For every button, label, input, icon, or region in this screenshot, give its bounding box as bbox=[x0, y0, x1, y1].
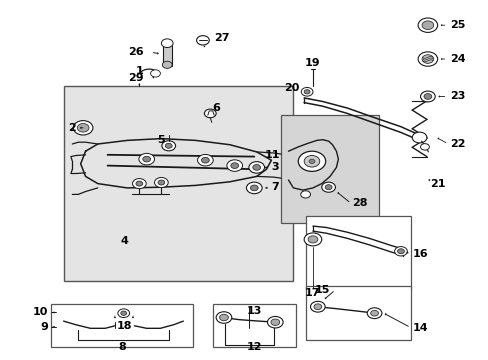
Circle shape bbox=[308, 159, 314, 163]
Circle shape bbox=[158, 180, 164, 185]
Circle shape bbox=[162, 61, 172, 68]
Circle shape bbox=[246, 182, 262, 194]
Text: 6: 6 bbox=[212, 103, 220, 113]
Circle shape bbox=[423, 94, 431, 99]
Circle shape bbox=[252, 165, 260, 170]
Text: 11: 11 bbox=[264, 150, 280, 160]
Circle shape bbox=[304, 156, 319, 167]
Circle shape bbox=[397, 249, 404, 254]
Circle shape bbox=[304, 90, 309, 94]
Bar bbox=[305, 286, 410, 340]
Text: 20: 20 bbox=[284, 83, 299, 93]
Text: 4: 4 bbox=[121, 236, 128, 246]
Circle shape bbox=[132, 179, 146, 189]
Circle shape bbox=[417, 18, 437, 32]
Circle shape bbox=[165, 143, 172, 148]
Circle shape bbox=[310, 301, 325, 312]
Text: 7: 7 bbox=[271, 182, 279, 192]
Text: 16: 16 bbox=[411, 249, 427, 259]
Circle shape bbox=[150, 70, 160, 77]
Text: 5: 5 bbox=[157, 135, 165, 145]
Text: 18: 18 bbox=[117, 321, 132, 331]
Circle shape bbox=[366, 308, 381, 319]
Text: 21: 21 bbox=[429, 179, 445, 189]
Circle shape bbox=[313, 304, 321, 310]
Circle shape bbox=[304, 233, 321, 246]
Circle shape bbox=[307, 236, 317, 243]
Circle shape bbox=[118, 309, 129, 318]
Text: 8: 8 bbox=[118, 342, 126, 352]
Circle shape bbox=[162, 141, 175, 151]
Circle shape bbox=[201, 157, 209, 163]
Text: 12: 12 bbox=[246, 342, 262, 352]
Circle shape bbox=[142, 156, 150, 162]
Circle shape bbox=[420, 91, 434, 102]
Text: 28: 28 bbox=[351, 198, 367, 208]
Circle shape bbox=[216, 312, 231, 323]
Circle shape bbox=[219, 314, 228, 321]
Circle shape bbox=[417, 52, 437, 66]
Circle shape bbox=[270, 319, 279, 325]
Circle shape bbox=[139, 153, 154, 165]
Bar bbox=[163, 45, 171, 66]
Text: 29: 29 bbox=[127, 73, 143, 84]
Circle shape bbox=[421, 55, 433, 63]
Text: 22: 22 bbox=[449, 139, 465, 149]
Circle shape bbox=[230, 163, 238, 168]
Circle shape bbox=[421, 21, 433, 30]
Text: 15: 15 bbox=[314, 285, 329, 295]
Circle shape bbox=[226, 160, 242, 171]
Text: 1: 1 bbox=[135, 66, 143, 76]
Circle shape bbox=[196, 36, 209, 45]
Circle shape bbox=[136, 181, 142, 186]
Circle shape bbox=[370, 310, 378, 316]
Circle shape bbox=[325, 185, 331, 190]
Circle shape bbox=[77, 123, 89, 132]
Circle shape bbox=[267, 316, 283, 328]
Circle shape bbox=[204, 109, 216, 118]
Bar bbox=[305, 216, 410, 290]
Text: 23: 23 bbox=[449, 91, 464, 102]
Circle shape bbox=[298, 151, 325, 171]
Bar bbox=[63, 86, 293, 281]
Text: 24: 24 bbox=[449, 54, 465, 64]
Circle shape bbox=[154, 177, 168, 188]
Text: 17: 17 bbox=[304, 288, 319, 298]
Text: 26: 26 bbox=[127, 47, 143, 57]
Text: 25: 25 bbox=[449, 20, 464, 30]
Text: 14: 14 bbox=[411, 323, 427, 333]
Circle shape bbox=[197, 154, 213, 166]
Circle shape bbox=[161, 39, 173, 48]
Text: 9: 9 bbox=[40, 322, 48, 332]
Circle shape bbox=[248, 162, 264, 173]
Text: 3: 3 bbox=[271, 162, 279, 172]
Circle shape bbox=[321, 182, 335, 192]
Circle shape bbox=[411, 132, 426, 143]
Text: 2: 2 bbox=[68, 123, 76, 133]
Circle shape bbox=[394, 247, 407, 256]
Text: 10: 10 bbox=[33, 307, 48, 318]
Bar bbox=[281, 115, 378, 223]
Text: 13: 13 bbox=[246, 306, 262, 316]
Circle shape bbox=[420, 144, 428, 150]
Circle shape bbox=[301, 87, 312, 96]
Bar bbox=[212, 304, 295, 347]
Bar bbox=[51, 304, 193, 347]
Circle shape bbox=[250, 185, 258, 191]
Circle shape bbox=[300, 191, 310, 198]
Circle shape bbox=[73, 121, 93, 135]
Circle shape bbox=[121, 311, 126, 315]
Text: 19: 19 bbox=[305, 58, 320, 68]
Text: 27: 27 bbox=[214, 33, 229, 43]
